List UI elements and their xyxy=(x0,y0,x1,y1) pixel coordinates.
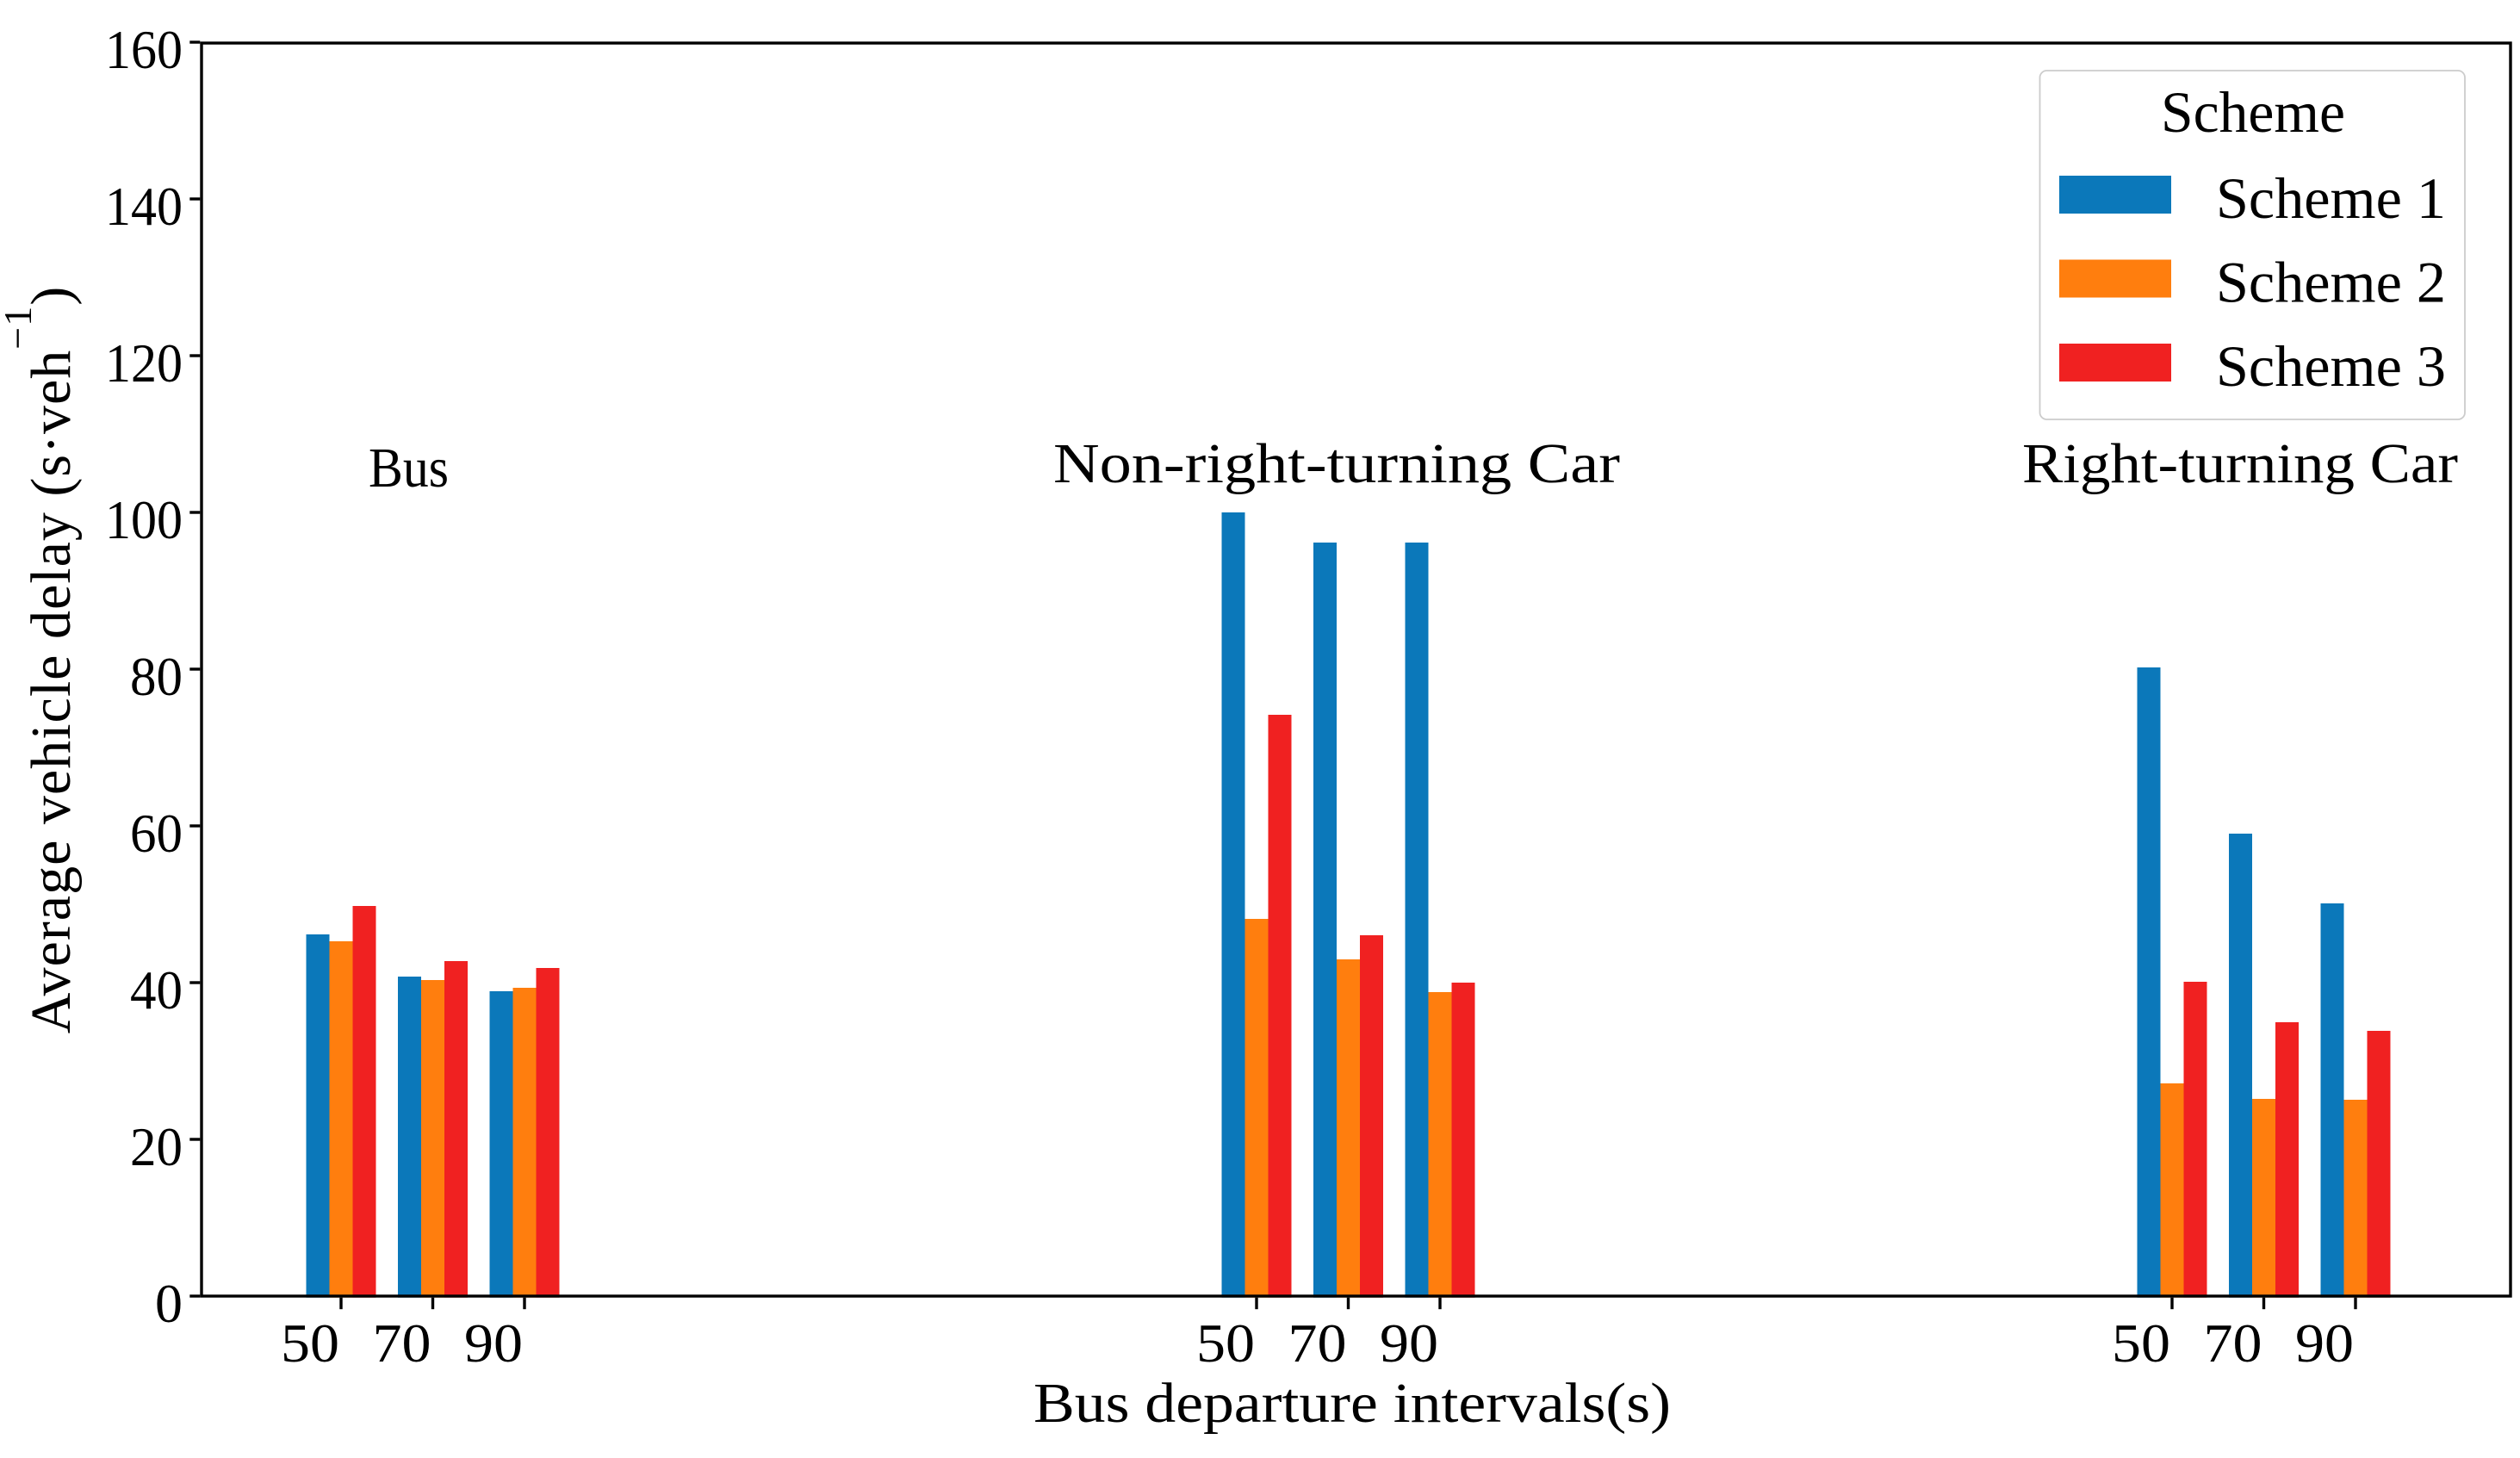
svg-text:90: 90 xyxy=(1380,1312,1438,1374)
svg-text:70: 70 xyxy=(373,1312,431,1374)
svg-text:50: 50 xyxy=(1196,1312,1255,1374)
svg-text:140: 140 xyxy=(105,176,183,237)
svg-text:Bus departure intervals(s): Bus departure intervals(s) xyxy=(1033,1372,1671,1435)
svg-text:60: 60 xyxy=(130,803,183,864)
svg-text:90: 90 xyxy=(464,1312,523,1374)
svg-text:Scheme 3: Scheme 3 xyxy=(2216,333,2446,399)
svg-text:50: 50 xyxy=(2112,1312,2170,1374)
svg-text:70: 70 xyxy=(2204,1312,2262,1374)
svg-text:160: 160 xyxy=(105,19,183,80)
svg-text:80: 80 xyxy=(130,646,183,707)
svg-text:50: 50 xyxy=(281,1312,339,1374)
svg-text:90: 90 xyxy=(2295,1312,2354,1374)
svg-text:20: 20 xyxy=(130,1116,183,1177)
svg-text:Right-turning Car: Right-turning Car xyxy=(2022,432,2458,495)
svg-text:Bus: Bus xyxy=(369,437,449,499)
svg-text:Scheme: Scheme xyxy=(2161,79,2345,145)
svg-text:Scheme 1: Scheme 1 xyxy=(2216,165,2446,231)
svg-text:0: 0 xyxy=(155,1273,183,1334)
svg-text:40: 40 xyxy=(130,959,183,1021)
svg-text:120: 120 xyxy=(105,332,183,394)
svg-text:Scheme 2: Scheme 2 xyxy=(2216,250,2446,315)
svg-text:70: 70 xyxy=(1288,1312,1347,1374)
svg-text:Non-right-turning Car: Non-right-turning Car xyxy=(1053,432,1620,495)
svg-text:100: 100 xyxy=(105,489,183,550)
